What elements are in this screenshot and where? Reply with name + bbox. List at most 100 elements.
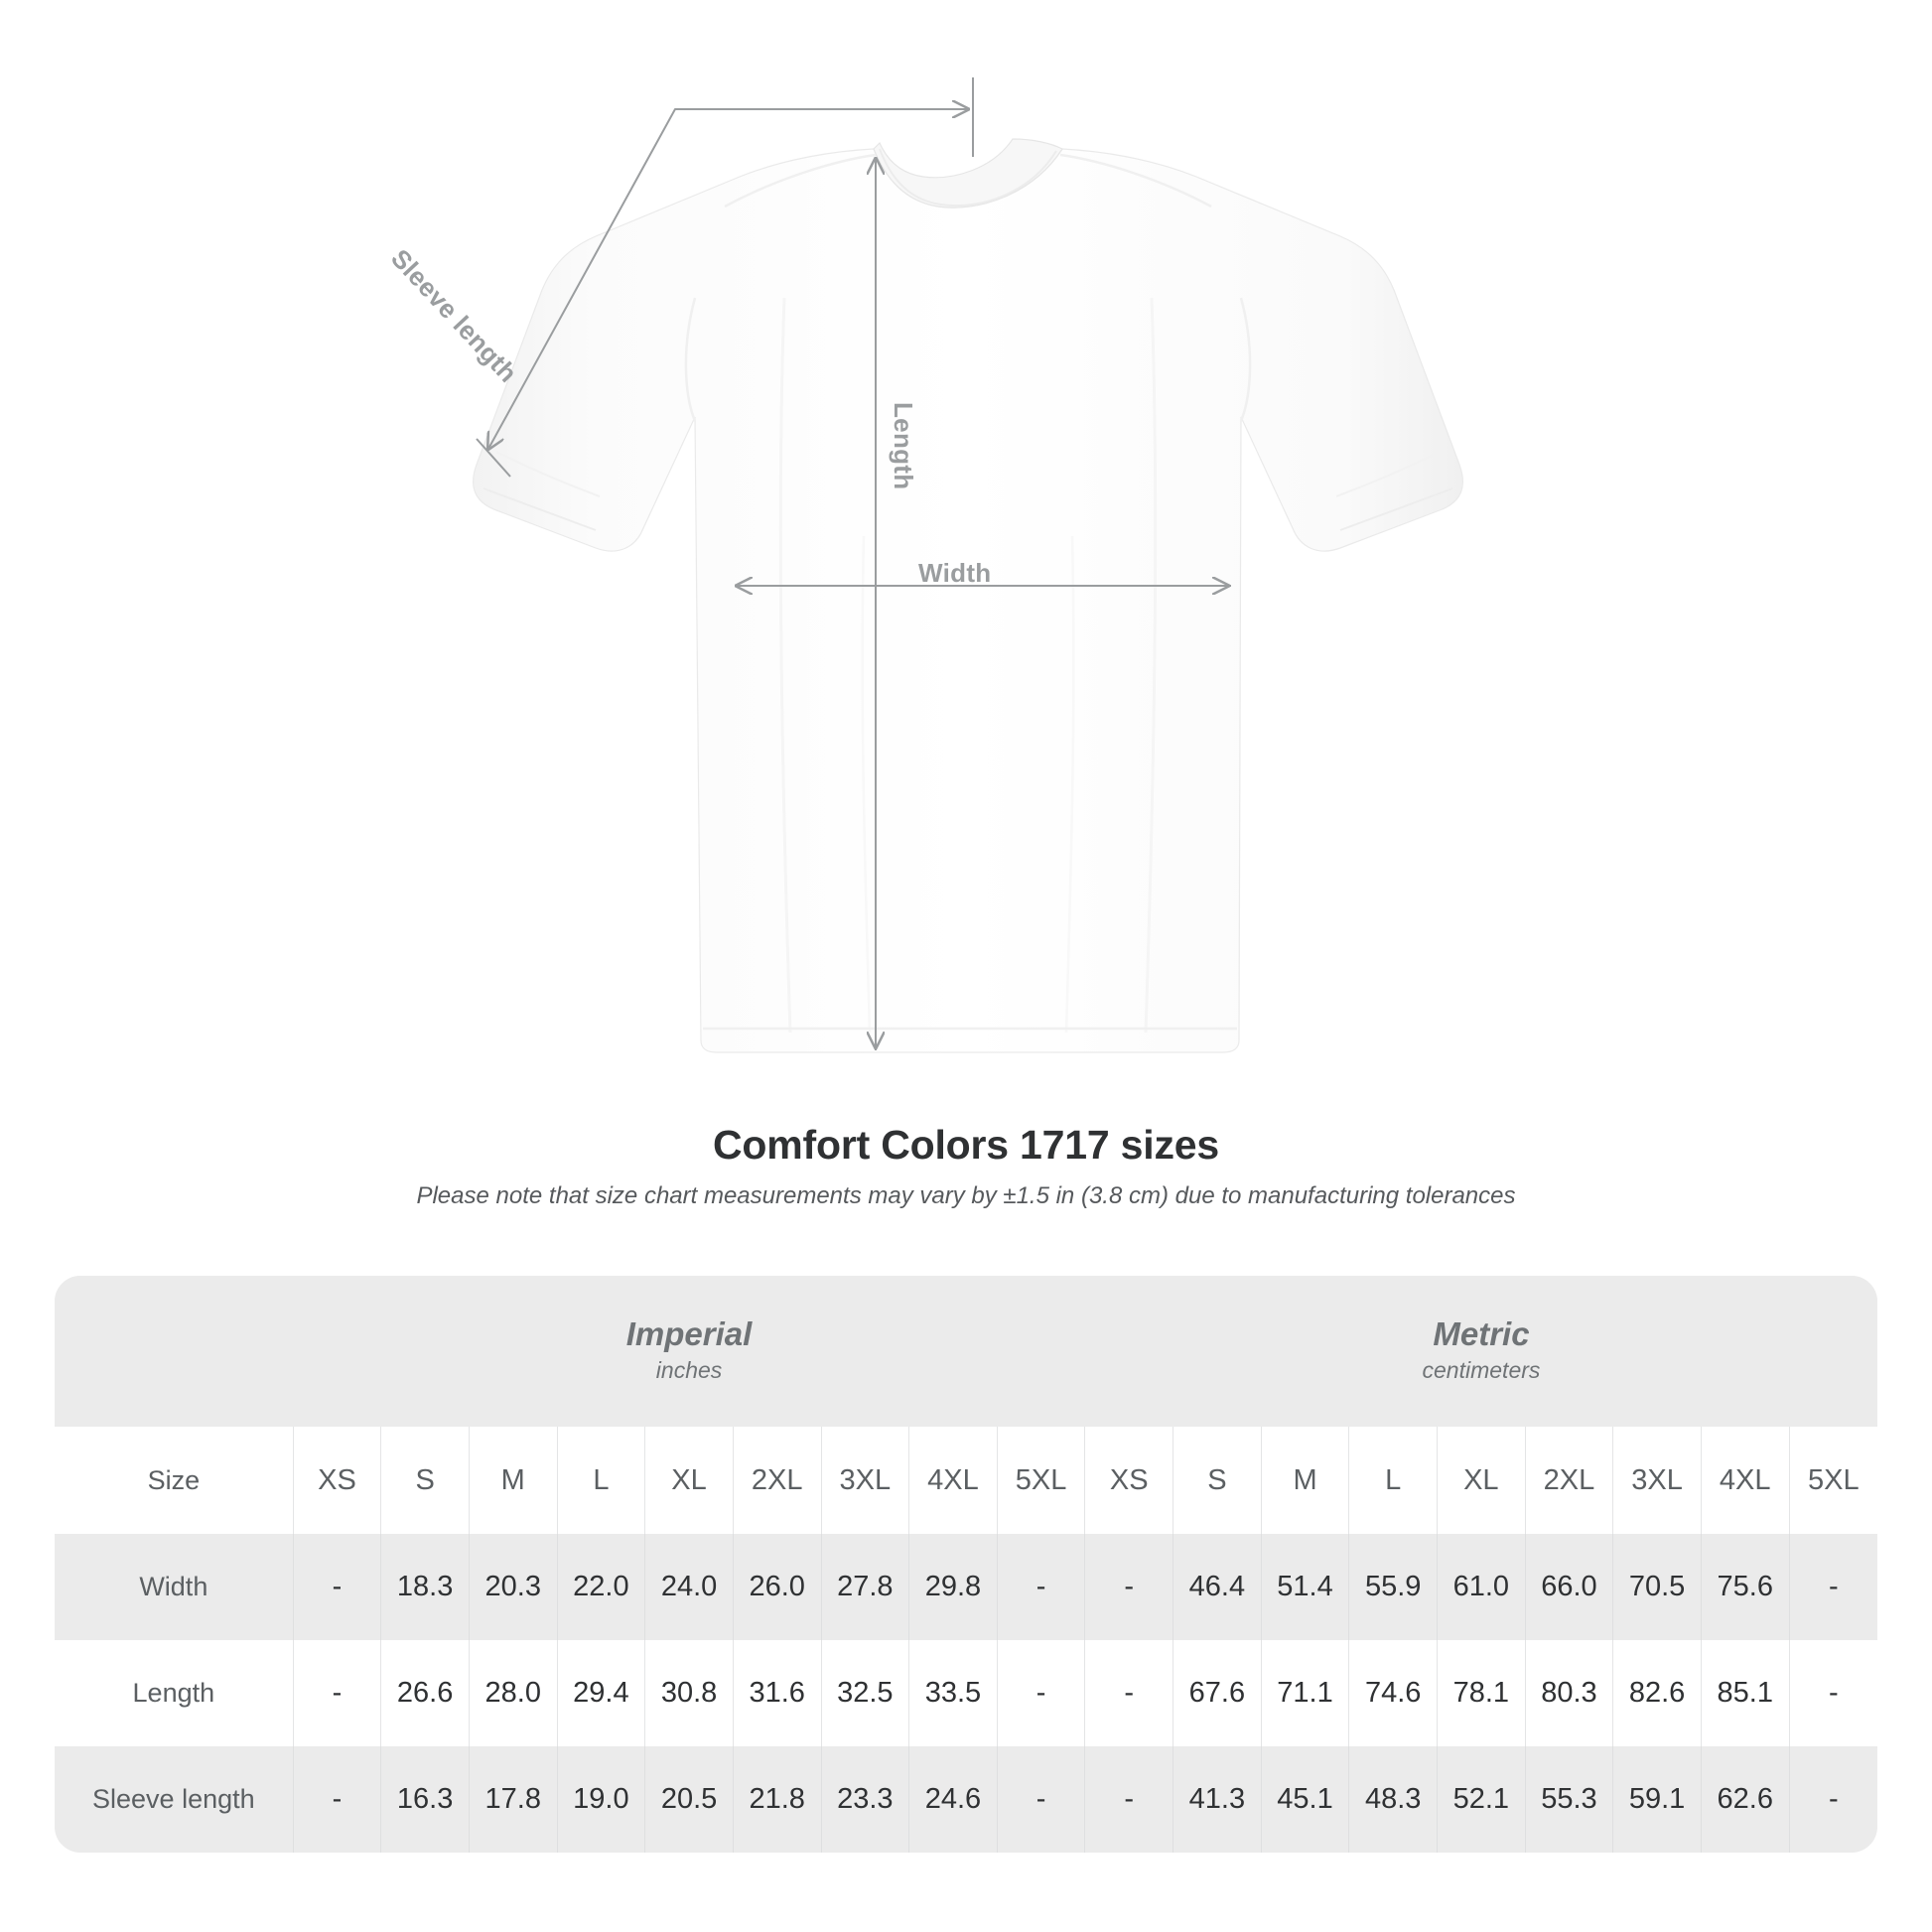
cell-length-metric-l: 74.6 — [1348, 1640, 1438, 1746]
size-header-imperial-4xl: 4XL — [908, 1427, 998, 1534]
cell-length-metric-xs: - — [1084, 1640, 1174, 1746]
size-header-metric-m: M — [1261, 1427, 1350, 1534]
size-header-imperial-2xl: 2XL — [733, 1427, 822, 1534]
size-header-metric-5xl: 5XL — [1789, 1427, 1877, 1534]
unit-header-spacer — [55, 1276, 294, 1427]
cell-length-metric-m: 71.1 — [1261, 1640, 1350, 1746]
cell-length-metric-2xl: 80.3 — [1525, 1640, 1614, 1746]
cell-width-metric-l: 55.9 — [1348, 1534, 1438, 1640]
tshirt-diagram: Sleeve length Length Width — [385, 77, 1463, 1053]
cell-length-imperial-xs: - — [293, 1640, 382, 1746]
unit-sub-metric: centimeters — [1422, 1356, 1541, 1383]
tshirt-illustration — [473, 77, 1463, 1053]
row-label-length: Length — [55, 1640, 294, 1746]
table-row: Length - 26.6 28.0 29.4 30.8 31.6 32.5 3… — [55, 1640, 1877, 1746]
size-header-metric-3xl: 3XL — [1612, 1427, 1702, 1534]
cell-width-imperial-2xl: 26.0 — [733, 1534, 822, 1640]
row-label-sleeve-length: Sleeve length — [55, 1746, 294, 1853]
cell-length-imperial-s: 26.6 — [380, 1640, 470, 1746]
cell-width-imperial-xl: 24.0 — [644, 1534, 734, 1640]
cell-sleeve-metric-xs: - — [1084, 1746, 1174, 1853]
unit-group-metric: Metric centimeters — [1084, 1276, 1877, 1427]
cell-width-imperial-5xl: - — [997, 1534, 1086, 1640]
cell-sleeve-metric-4xl: 62.6 — [1701, 1746, 1790, 1853]
cell-length-imperial-4xl: 33.5 — [908, 1640, 998, 1746]
cell-width-metric-4xl: 75.6 — [1701, 1534, 1790, 1640]
cell-length-metric-xl: 78.1 — [1437, 1640, 1526, 1746]
cell-length-imperial-m: 28.0 — [469, 1640, 558, 1746]
size-header-metric-2xl: 2XL — [1525, 1427, 1614, 1534]
size-header-metric-l: L — [1348, 1427, 1438, 1534]
cell-sleeve-imperial-xs: - — [293, 1746, 382, 1853]
cell-width-metric-xl: 61.0 — [1437, 1534, 1526, 1640]
cell-length-imperial-5xl: - — [997, 1640, 1086, 1746]
size-header-imperial-m: M — [469, 1427, 558, 1534]
cell-sleeve-imperial-4xl: 24.6 — [908, 1746, 998, 1853]
width-label: Width — [918, 558, 992, 588]
cell-sleeve-imperial-5xl: - — [997, 1746, 1086, 1853]
cell-length-metric-5xl: - — [1789, 1640, 1877, 1746]
unit-sub-imperial: inches — [655, 1356, 723, 1383]
cell-length-imperial-3xl: 32.5 — [821, 1640, 910, 1746]
title-block: Comfort Colors 1717 sizes Please note th… — [0, 1122, 1932, 1210]
row-label-width: Width — [55, 1534, 294, 1640]
page-title: Comfort Colors 1717 sizes — [713, 1122, 1219, 1168]
size-header-imperial-xl: XL — [644, 1427, 734, 1534]
cell-width-metric-m: 51.4 — [1261, 1534, 1350, 1640]
cell-width-imperial-s: 18.3 — [380, 1534, 470, 1640]
size-header-imperial-3xl: 3XL — [821, 1427, 910, 1534]
cell-sleeve-imperial-2xl: 21.8 — [733, 1746, 822, 1853]
size-header-metric-4xl: 4XL — [1701, 1427, 1790, 1534]
cell-width-imperial-4xl: 29.8 — [908, 1534, 998, 1640]
size-header-imperial-s: S — [380, 1427, 470, 1534]
cell-width-imperial-3xl: 27.8 — [821, 1534, 910, 1640]
cell-sleeve-imperial-3xl: 23.3 — [821, 1746, 910, 1853]
cell-width-imperial-m: 20.3 — [469, 1534, 558, 1640]
cell-sleeve-imperial-s: 16.3 — [380, 1746, 470, 1853]
unit-name-metric: Metric — [1433, 1314, 1530, 1352]
cell-length-metric-s: 67.6 — [1173, 1640, 1262, 1746]
cell-sleeve-metric-m: 45.1 — [1261, 1746, 1350, 1853]
cell-sleeve-metric-l: 48.3 — [1348, 1746, 1438, 1853]
unit-header-row: Imperial inches Metric centimeters — [55, 1276, 1877, 1427]
measurement-annotations — [476, 77, 1231, 1050]
cell-length-metric-3xl: 82.6 — [1612, 1640, 1702, 1746]
cell-width-metric-s: 46.4 — [1173, 1534, 1262, 1640]
table-row: Width - 18.3 20.3 22.0 24.0 26.0 27.8 29… — [55, 1534, 1877, 1640]
tshirt-shape — [473, 138, 1463, 1053]
size-header-label: Size — [55, 1427, 294, 1534]
cell-sleeve-metric-2xl: 55.3 — [1525, 1746, 1614, 1853]
cell-sleeve-metric-5xl: - — [1789, 1746, 1877, 1853]
cell-width-imperial-xs: - — [293, 1534, 382, 1640]
cell-length-metric-4xl: 85.1 — [1701, 1640, 1790, 1746]
unit-group-imperial: Imperial inches — [293, 1276, 1085, 1427]
cell-width-metric-3xl: 70.5 — [1612, 1534, 1702, 1640]
cell-width-imperial-l: 22.0 — [557, 1534, 646, 1640]
size-header-metric-s: S — [1173, 1427, 1262, 1534]
cell-width-metric-5xl: - — [1789, 1534, 1877, 1640]
cell-width-metric-2xl: 66.0 — [1525, 1534, 1614, 1640]
cell-sleeve-metric-s: 41.3 — [1173, 1746, 1262, 1853]
size-header-row: Size XS S M L XL 2XL 3XL 4XL 5XL XS S M … — [55, 1427, 1877, 1534]
size-header-metric-xl: XL — [1437, 1427, 1526, 1534]
tolerance-note: Please note that size chart measurements… — [416, 1182, 1516, 1209]
size-chart-table-wrap: Imperial inches Metric centimeters Size … — [55, 1276, 1877, 1853]
cell-length-imperial-l: 29.4 — [557, 1640, 646, 1746]
cell-sleeve-imperial-m: 17.8 — [469, 1746, 558, 1853]
size-header-imperial-l: L — [557, 1427, 646, 1534]
cell-width-metric-xs: - — [1084, 1534, 1174, 1640]
size-header-imperial-5xl: 5XL — [997, 1427, 1086, 1534]
table-row: Sleeve length - 16.3 17.8 19.0 20.5 21.8… — [55, 1746, 1877, 1853]
sleeve-length-arrow — [476, 77, 974, 478]
size-chart-table: Imperial inches Metric centimeters Size … — [55, 1276, 1877, 1853]
length-label: Length — [889, 402, 918, 490]
cell-length-imperial-2xl: 31.6 — [733, 1640, 822, 1746]
unit-name-imperial: Imperial — [625, 1314, 753, 1352]
cell-sleeve-metric-3xl: 59.1 — [1612, 1746, 1702, 1853]
cell-sleeve-metric-xl: 52.1 — [1437, 1746, 1526, 1853]
size-header-imperial-xs: XS — [293, 1427, 382, 1534]
size-header-metric-xs: XS — [1084, 1427, 1174, 1534]
cell-sleeve-imperial-xl: 20.5 — [644, 1746, 734, 1853]
cell-sleeve-imperial-l: 19.0 — [557, 1746, 646, 1853]
cell-length-imperial-xl: 30.8 — [644, 1640, 734, 1746]
